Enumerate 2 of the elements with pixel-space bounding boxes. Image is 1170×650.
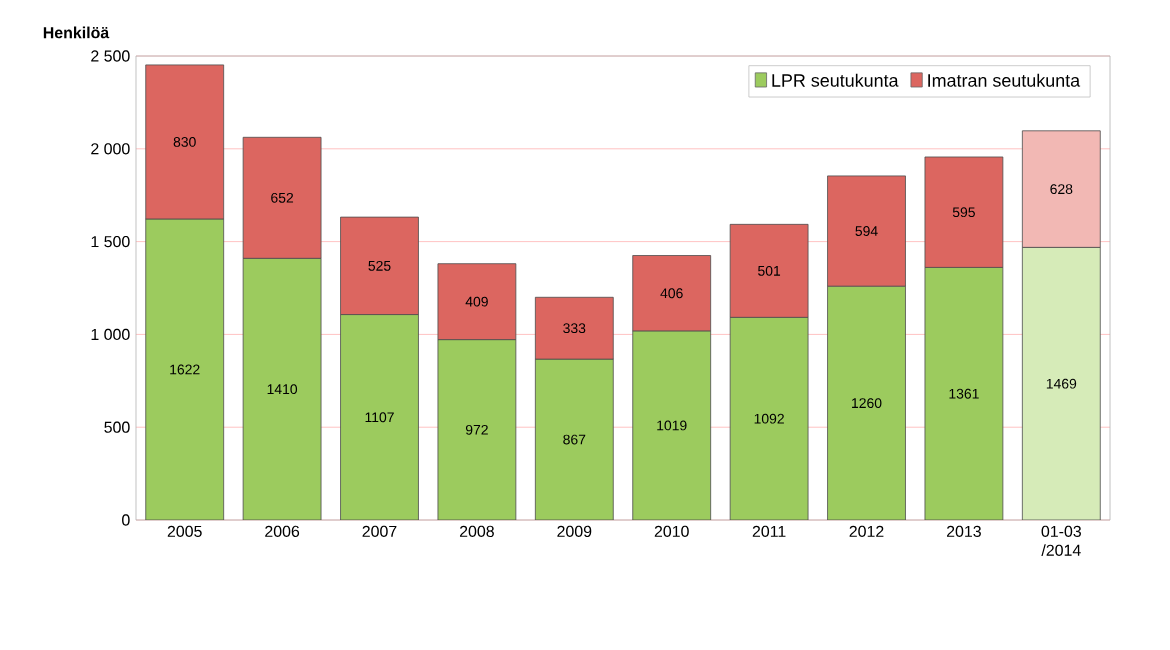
legend-label: Imatran seutukunta: [928, 73, 1081, 87]
legend-label: LPR seutukunta: [772, 73, 899, 87]
